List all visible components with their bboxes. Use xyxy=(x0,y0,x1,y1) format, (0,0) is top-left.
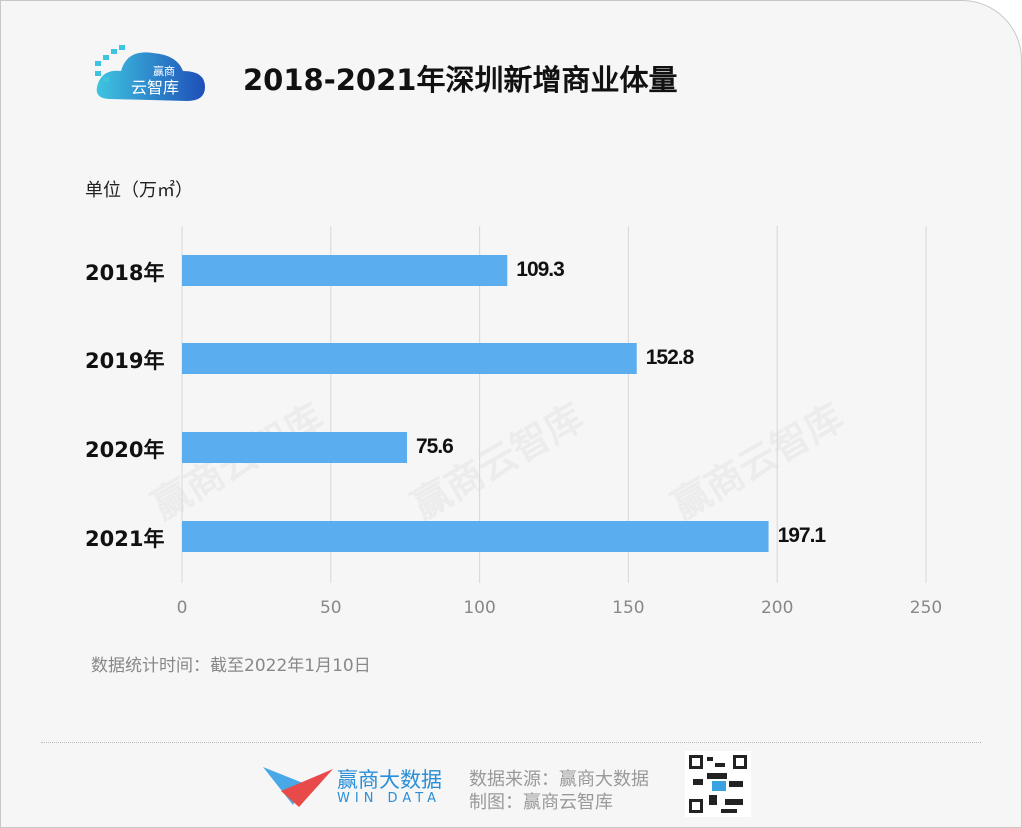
logo-text-top: 赢商 xyxy=(153,64,175,78)
unit-label: 单位（万㎡） xyxy=(85,180,193,201)
logo-text-bottom: 云智库 xyxy=(131,78,179,97)
x-tick-label: 0 xyxy=(176,598,188,618)
windata-logo xyxy=(263,765,333,813)
value-label: 197.1 xyxy=(777,524,827,547)
category-label: 2018年 xyxy=(85,261,165,285)
value-label: 75.6 xyxy=(415,435,454,458)
bar xyxy=(182,255,508,286)
category-label: 2019年 xyxy=(85,349,165,373)
x-tick-label: 200 xyxy=(760,598,794,618)
category-label: 2020年 xyxy=(85,438,165,462)
x-tick-label: 150 xyxy=(612,598,645,618)
page-title: 2018-2021年深圳新增商业体量 xyxy=(243,63,678,97)
brand-cn: 赢商大数据 xyxy=(337,768,442,792)
data-source: 数据来源：赢商大数据 xyxy=(469,769,649,790)
bar-chart xyxy=(181,226,927,583)
value-label: 152.8 xyxy=(645,346,695,369)
bar xyxy=(182,432,407,463)
chart-maker: 制图：赢商云智库 xyxy=(469,792,613,813)
category-label: 2021年 xyxy=(85,527,165,551)
x-tick-label: 100 xyxy=(463,598,496,618)
bar xyxy=(182,343,637,374)
data-time-note: 数据统计时间：截至2022年1月10日 xyxy=(91,656,371,676)
qr-code[interactable] xyxy=(685,751,751,817)
x-tick-label: 50 xyxy=(319,598,342,618)
logo-cloud: 赢商 云智库 xyxy=(91,41,207,103)
bar xyxy=(182,521,769,552)
value-label: 109.3 xyxy=(516,258,565,281)
divider xyxy=(41,742,981,743)
brand-en: WIN DATA xyxy=(337,791,442,806)
x-tick-label: 250 xyxy=(909,598,943,618)
